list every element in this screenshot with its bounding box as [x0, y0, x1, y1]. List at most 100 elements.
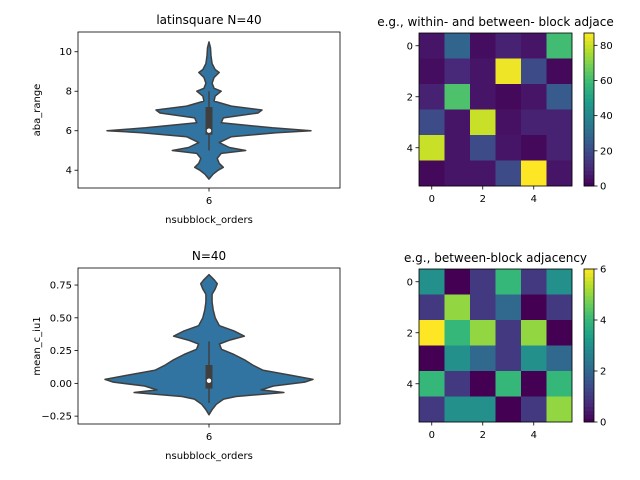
colorbar-tick-label: 6: [600, 265, 606, 276]
x-tick-label: 4: [531, 194, 537, 205]
colorbar-segment: [584, 55, 594, 61]
heatmap-cell: [521, 345, 547, 372]
colorbar-segment: [584, 120, 594, 126]
y-tick-label: 2: [407, 92, 413, 103]
colorbar-segment: [584, 143, 594, 149]
colorbar-segment: [584, 288, 594, 293]
colorbar-segment: [584, 376, 594, 381]
colorbar-segment: [584, 33, 594, 38]
heatmap-cell: [546, 33, 573, 59]
colorbar-segment: [584, 345, 594, 350]
heatmap-cell: [419, 320, 445, 346]
colorbar-segment: [584, 291, 594, 297]
heatmap-cell: [546, 160, 573, 187]
heatmap-cell: [521, 294, 547, 321]
colorbar-segment: [584, 90, 594, 95]
colorbar-segment: [584, 182, 594, 187]
heatmap-cell: [444, 160, 471, 187]
median-point: [206, 378, 212, 383]
y-tick-label: 8: [66, 87, 72, 98]
heatmap-cell: [521, 160, 547, 187]
colorbar-segment: [584, 159, 594, 164]
colorbar-segment: [584, 101, 594, 107]
colorbar-segment: [584, 48, 594, 53]
colorbar-segment: [584, 128, 594, 133]
heatmap-cell: [444, 84, 471, 110]
colorbar-segment: [584, 75, 594, 80]
colorbar-segment: [584, 284, 594, 289]
colorbar-tick-label: 80: [600, 41, 613, 52]
heatmap-cell: [470, 160, 496, 187]
heatmap-cell: [470, 320, 496, 346]
heatmap-cell: [521, 33, 547, 59]
heatmap-cell: [419, 109, 445, 136]
iqr-box: [205, 107, 213, 135]
colorbar-frame: [583, 32, 595, 187]
colorbar-segment: [584, 71, 594, 76]
y-tick-label: 0.25: [50, 346, 72, 357]
heatmap-cell: [444, 345, 471, 372]
y-tick-label: 0: [407, 277, 413, 288]
heatmap-cell: [546, 135, 573, 161]
y-tick-label: −0.25: [41, 412, 72, 423]
x-tick-label: 2: [480, 194, 486, 205]
heatmap-cell: [521, 396, 547, 423]
colorbar-segment: [584, 322, 594, 327]
colorbar-segment: [584, 326, 594, 331]
x-tick-label: 2: [480, 430, 486, 441]
x-axis-label: nsubblock_orders: [165, 451, 253, 462]
y-tick-label: 0.50: [50, 313, 72, 324]
colorbar-tick-label: 0: [600, 418, 606, 429]
colorbar-segment: [584, 307, 594, 312]
heatmap-cell: [495, 294, 522, 321]
colorbar-segment: [584, 174, 594, 179]
colorbar-tick-label: 40: [600, 111, 613, 122]
colorbar-segment: [584, 269, 594, 274]
chart-title: e.g., within- and between- block adjace: [377, 15, 614, 29]
y-tick-label: 4: [407, 143, 413, 154]
colorbar-tick-label: 20: [600, 146, 613, 157]
heatmap-cell: [470, 269, 496, 295]
heatmap-cell: [419, 345, 445, 372]
colorbar-segment: [584, 391, 594, 396]
colorbar-segment: [584, 349, 594, 354]
heatmap-cell: [470, 396, 496, 423]
median-point: [206, 128, 212, 133]
heatmap-cell: [444, 396, 471, 423]
colorbar-segment: [584, 163, 594, 168]
heatmap-cell: [521, 371, 547, 397]
y-tick-label: 4: [66, 166, 72, 177]
heatmap-cell: [521, 320, 547, 346]
heatmap-cell: [521, 58, 547, 85]
y-tick-label: 4: [407, 379, 413, 390]
colorbar-segment: [584, 67, 594, 72]
heatmap-cell: [444, 294, 471, 321]
heatmap-cell: [419, 33, 445, 59]
colorbar-tick-label: 0: [600, 182, 606, 193]
heatmap-cell: [419, 84, 445, 110]
colorbar-tick-label: 2: [600, 367, 606, 378]
colorbar-segment: [584, 109, 594, 114]
x-axis-label: nsubblock_orders: [165, 215, 253, 226]
colorbar-segment: [584, 410, 594, 415]
heatmap-cell: [470, 135, 496, 161]
colorbar-segment: [584, 314, 594, 320]
colorbar-segment: [584, 166, 594, 172]
heatmap-cell: [470, 371, 496, 397]
colorbar-segment: [584, 280, 594, 285]
x-tick-label: 4: [531, 430, 537, 441]
heatmap-cell: [444, 58, 471, 85]
heatmap-cell: [495, 58, 522, 85]
colorbar-frame: [583, 268, 595, 423]
heatmap-cell: [546, 345, 573, 372]
axes-frame: [418, 32, 573, 187]
heatmap-cell: [495, 269, 522, 295]
heatmap-cell: [495, 320, 522, 346]
colorbar-segment: [584, 368, 594, 373]
heatmap-cell: [419, 58, 445, 85]
colorbar-segment: [584, 318, 594, 323]
colorbar-segment: [584, 383, 594, 388]
colorbar-segment: [584, 132, 594, 137]
y-axis-label: mean_c_iu1: [32, 316, 43, 375]
